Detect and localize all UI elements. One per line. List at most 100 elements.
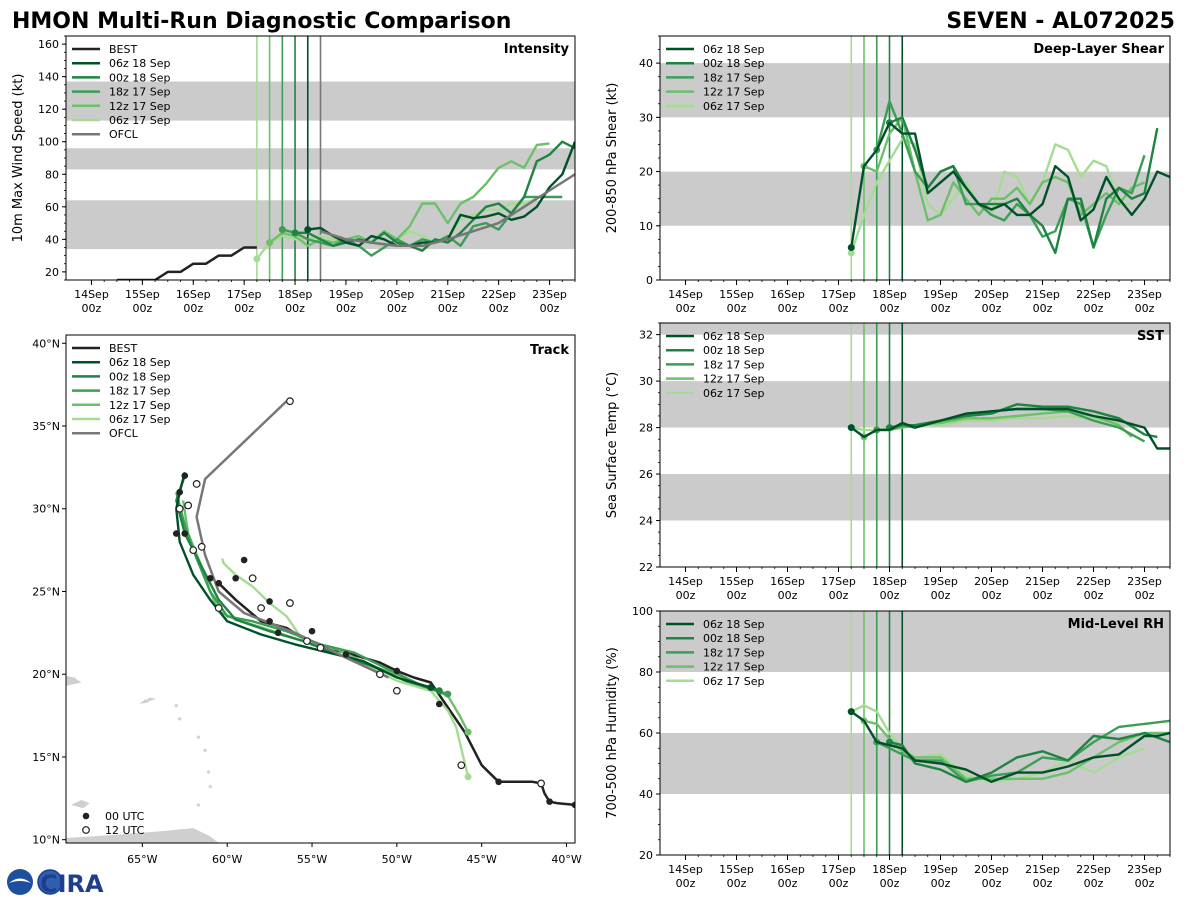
legend-label-18z-17-sep: 18z 17 Sep: [109, 385, 171, 398]
x-tick-label: 16Sep: [176, 288, 211, 301]
series-00z-18-sep: [889, 731, 1170, 783]
x-tick-label: 14Sep: [74, 288, 109, 301]
marker-12utc: [184, 501, 193, 510]
y-tick-label: 60: [639, 727, 653, 740]
marker-legend-00utc: [82, 812, 90, 820]
series-06z-18-sep: [850, 121, 1170, 248]
x-tick-label: 19Sep: [923, 575, 958, 588]
marker-00utc: [393, 667, 401, 675]
x-tick-label: 00z: [829, 589, 849, 602]
threshold-band: [660, 323, 1170, 335]
y-tick-label: 60: [45, 201, 59, 214]
x-tick-label: 00z: [1033, 302, 1053, 315]
marker-00utc: [274, 629, 282, 637]
series-start-12z-17-sep: [266, 239, 274, 247]
y-tick-label: 26: [639, 468, 653, 481]
noaa-bird-icon: [9, 878, 31, 883]
marker-12utc: [392, 686, 401, 695]
panel-sst: 22242628303214Sep00z15Sep00z16Sep00z17Se…: [605, 322, 1171, 602]
panel-intensity: 2040608010012014016014Sep00z15Sep00z16Se…: [11, 35, 576, 315]
x-tick-label: 00z: [234, 302, 254, 315]
track-start-06z-17-sep: [464, 773, 472, 781]
lon-tick-label: 65°W: [127, 853, 157, 866]
legend-label-12z-17-sep: 12z 17 Sep: [109, 399, 171, 412]
y-tick-label: 160: [38, 38, 59, 51]
series-06z-18-sep: [850, 407, 1170, 450]
y-tick-label: 40: [45, 233, 59, 246]
figure-title: HMON Multi-Run Diagnostic Comparison: [12, 9, 511, 34]
legend-label-06z-18-sep: 06z 18 Sep: [109, 57, 171, 70]
x-tick-label: 00z: [676, 302, 696, 315]
y-tick-label: 40: [639, 57, 653, 70]
legend-label-ofcl: OFCL: [109, 128, 139, 141]
x-tick-label: 00z: [540, 302, 560, 315]
x-tick-label: 22Sep: [1076, 863, 1111, 876]
marker-00utc: [308, 627, 316, 635]
x-tick-label: 00z: [1033, 877, 1053, 890]
x-tick-label: 23Sep: [1127, 575, 1162, 588]
x-tick-label: 00z: [880, 302, 900, 315]
legend-label-06z-18-sep: 06z 18 Sep: [703, 618, 765, 631]
panel-title: SST: [1137, 329, 1164, 344]
x-tick-label: 19Sep: [923, 288, 958, 301]
legend-label-06z-17-sep: 06z 17 Sep: [703, 675, 765, 688]
legend-label-18z-17-sep: 18z 17 Sep: [703, 358, 765, 371]
x-tick-label: 20Sep: [974, 288, 1009, 301]
marker-00utc: [181, 472, 189, 479]
marker-12utc: [286, 397, 294, 406]
threshold-band: [660, 63, 1170, 118]
x-tick-label: 00z: [132, 302, 152, 315]
series-00z-18-sep: [889, 116, 1159, 255]
legend-label-12z-17-sep: 12z 17 Sep: [109, 100, 171, 113]
series-00z-18-sep: [889, 403, 1158, 439]
x-tick-label: 00z: [778, 877, 798, 890]
land-mass: [145, 697, 156, 703]
track-start-18z-17-sep: [444, 690, 452, 698]
y-tick-label: 0: [646, 274, 653, 287]
series-18z-17-sep: [875, 99, 1146, 249]
legend-label-00z-18-sep: 00z 18 Sep: [703, 57, 765, 70]
x-tick-label: 14Sep: [668, 288, 703, 301]
y-tick-label: 20: [639, 849, 653, 862]
noaa-logo-icon: [7, 869, 33, 895]
lat-tick-label: 35°N: [32, 420, 60, 433]
x-tick-label: 00z: [931, 302, 951, 315]
marker-00utc: [172, 530, 180, 537]
track-start-06z-18-sep: [427, 683, 435, 691]
x-tick-label: 00z: [676, 589, 696, 602]
legend-label-00z-18-sep: 00z 18 Sep: [703, 344, 765, 357]
track-06z-17-sep: [220, 558, 470, 778]
y-axis-label: 200-850 hPa Shear (kt): [605, 83, 620, 234]
panel-title: Track: [530, 343, 569, 358]
x-tick-label: 00z: [778, 589, 798, 602]
globe-icon: [37, 869, 63, 895]
series-start-18z-17-sep: [278, 226, 286, 234]
island: [208, 785, 212, 789]
map-area: [66, 397, 575, 843]
legend-label-06z-17-sep: 06z 17 Sep: [703, 100, 765, 113]
x-tick-label: 21Sep: [1025, 288, 1060, 301]
land-mass: [66, 828, 219, 843]
series-best: [116, 246, 257, 280]
land-mass: [71, 800, 90, 809]
series-ofcl: [320, 173, 575, 248]
x-tick-label: 00z: [778, 302, 798, 315]
x-tick-label: 20Sep: [379, 288, 414, 301]
x-tick-label: 00z: [931, 589, 951, 602]
marker-legend-label-12: 12 UTC: [105, 824, 145, 837]
lat-tick-label: 20°N: [32, 668, 60, 681]
x-tick-label: 23Sep: [1127, 863, 1162, 876]
x-tick-label: 00z: [82, 302, 102, 315]
x-tick-label: 17Sep: [821, 863, 856, 876]
threshold-band: [660, 474, 1170, 521]
legend-label-18z-17-sep: 18z 17 Sep: [109, 86, 171, 99]
threshold-band: [660, 611, 1170, 672]
marker-00utc: [181, 530, 189, 537]
x-tick-label: 22Sep: [1076, 575, 1111, 588]
x-tick-label: 00z: [880, 589, 900, 602]
island: [206, 770, 211, 774]
x-tick-label: 00z: [829, 877, 849, 890]
series-start-00z-18-sep: [291, 229, 299, 237]
x-tick-label: 00z: [1135, 589, 1155, 602]
